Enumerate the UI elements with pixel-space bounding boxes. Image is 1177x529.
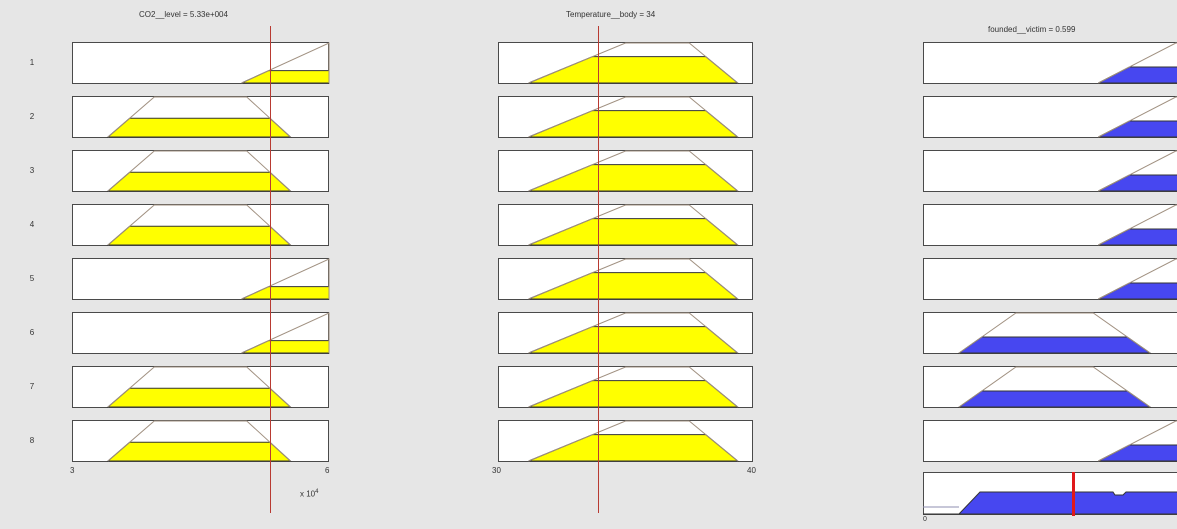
- co2-scale-base: x 10: [300, 489, 316, 499]
- membership-function-outline: [1098, 42, 1177, 84]
- temperature-body-input-line[interactable]: [598, 26, 599, 513]
- rule-4-temperature-panel[interactable]: [498, 204, 753, 246]
- rule-1-output-panel[interactable]: [923, 42, 1177, 84]
- co2-level-input-line[interactable]: [270, 26, 271, 513]
- temperature-body-title: Temperature__body = 34: [566, 10, 656, 19]
- rule-8-temperature-panel[interactable]: [498, 420, 753, 462]
- membership-function-outline: [528, 42, 739, 84]
- membership-function-outline: [107, 420, 291, 462]
- rule-8-output-panel[interactable]: [923, 420, 1177, 462]
- rule-number-4: 4: [29, 220, 35, 229]
- rule-3-temperature-panel[interactable]: [498, 150, 753, 192]
- rule-number-3: 3: [29, 166, 35, 175]
- rule-number-7: 7: [29, 382, 35, 391]
- fired-membership-area: [106, 171, 292, 192]
- aggregated-output-panel[interactable]: [923, 472, 1177, 515]
- membership-function-outline: [107, 204, 291, 246]
- membership-function-outline: [1098, 204, 1177, 246]
- membership-function-outline: [528, 420, 739, 462]
- rule-number-1: 1: [29, 58, 35, 67]
- rule-2-co2-panel[interactable]: [72, 96, 329, 138]
- rule-5-temperature-panel[interactable]: [498, 258, 753, 300]
- membership-function-outline: [1098, 150, 1177, 192]
- membership-function-outline: [528, 96, 739, 138]
- fired-membership-area: [106, 117, 292, 138]
- fired-membership-area: [106, 387, 292, 408]
- co2-level-title: CO2__level = 5.33e+004: [139, 10, 228, 19]
- rule-6-co2-panel[interactable]: [72, 312, 330, 354]
- rule-number-5: 5: [29, 274, 35, 283]
- membership-function-outline: [528, 258, 739, 300]
- rule-5-output-panel[interactable]: [923, 258, 1177, 300]
- rule-7-temperature-panel[interactable]: [498, 366, 753, 408]
- membership-function-outline: [107, 150, 291, 192]
- rule-7-output-panel[interactable]: [923, 366, 1177, 408]
- co2-axis-scale-label: x 104: [300, 489, 318, 499]
- membership-function-outline: [1098, 96, 1177, 138]
- aggregated-output-area: [923, 491, 1177, 515]
- founded-victim-title: founded__victim = 0.599: [988, 25, 1076, 34]
- rule-2-output-panel[interactable]: [923, 96, 1177, 138]
- co2-axis-max-label: 6: [325, 466, 330, 475]
- membership-function-outline: [1098, 420, 1177, 462]
- rule-6-output-panel[interactable]: [923, 312, 1177, 354]
- temperature-axis-max-label: 40: [747, 466, 756, 475]
- fired-membership-area: [106, 225, 292, 246]
- membership-function-outline: [958, 366, 1151, 408]
- temperature-axis-min-label: 30: [492, 466, 501, 475]
- fired-membership-area: [957, 336, 1152, 354]
- rule-5-co2-panel[interactable]: [72, 258, 330, 300]
- rule-number-6: 6: [29, 328, 35, 337]
- membership-function-outline: [528, 366, 739, 408]
- rule-number-8: 8: [29, 436, 35, 445]
- rule-7-co2-panel[interactable]: [72, 366, 329, 408]
- rule-number-2: 2: [29, 112, 35, 121]
- rule-4-output-panel[interactable]: [923, 204, 1177, 246]
- rule-1-temperature-panel[interactable]: [498, 42, 753, 84]
- membership-function-outline: [528, 150, 739, 192]
- membership-function-outline: [958, 312, 1151, 354]
- rule-8-co2-panel[interactable]: [72, 420, 329, 462]
- defuzzified-output-marker[interactable]: [1072, 472, 1075, 516]
- membership-function-outline: [1098, 258, 1177, 300]
- co2-scale-exponent: 4: [315, 489, 319, 495]
- co2-axis-min-label: 3: [70, 466, 75, 475]
- rule-3-co2-panel[interactable]: [72, 150, 329, 192]
- rule-1-co2-panel[interactable]: [72, 42, 330, 84]
- fired-membership-area: [106, 441, 292, 462]
- fired-membership-area: [957, 390, 1152, 408]
- rule-6-temperature-panel[interactable]: [498, 312, 753, 354]
- rule-4-co2-panel[interactable]: [72, 204, 329, 246]
- membership-function-outline: [528, 204, 739, 246]
- membership-function-outline: [107, 96, 291, 138]
- rule-2-temperature-panel[interactable]: [498, 96, 753, 138]
- rule-3-output-panel[interactable]: [923, 150, 1177, 192]
- membership-function-outline: [107, 366, 291, 408]
- membership-function-outline: [528, 312, 739, 354]
- output-axis-min-label: 0: [923, 516, 927, 523]
